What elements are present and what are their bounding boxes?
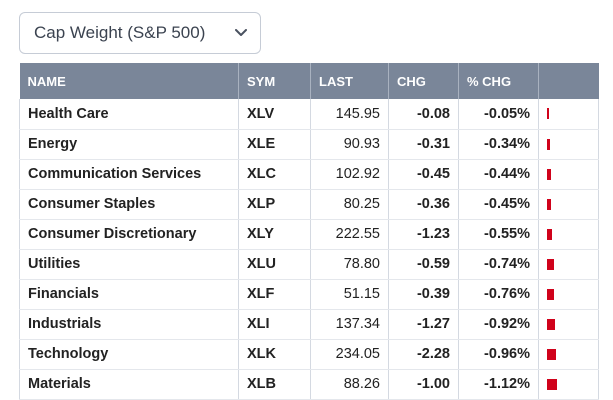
change-bar-cell xyxy=(538,339,599,370)
change-bar-cell xyxy=(538,159,599,190)
table-row[interactable]: Technology XLK 234.05 -2.28 -0.96% xyxy=(19,339,599,370)
change-bar xyxy=(547,258,554,270)
change-bar-cell xyxy=(538,129,599,160)
table-row[interactable]: Energy XLE 90.93 -0.31 -0.34% xyxy=(19,129,599,160)
table-row[interactable]: Financials XLF 51.15 -0.39 -0.76% xyxy=(19,279,599,310)
change-bar xyxy=(547,108,549,120)
sector-symbol: XLE xyxy=(238,129,311,160)
percent-change: -0.76% xyxy=(458,279,539,310)
change-bar-cell xyxy=(538,99,599,130)
change-value: -1.23 xyxy=(388,219,459,250)
last-price: 80.25 xyxy=(310,189,389,220)
table-header-row: NAME SYM LAST CHG % CHG xyxy=(19,63,599,99)
change-value: -0.45 xyxy=(388,159,459,190)
last-price: 90.93 xyxy=(310,129,389,160)
last-price: 145.95 xyxy=(310,99,389,130)
sector-name[interactable]: Consumer Discretionary xyxy=(19,219,239,250)
percent-change: -0.55% xyxy=(458,219,539,250)
table-row[interactable]: Consumer Staples XLP 80.25 -0.36 -0.45% xyxy=(19,189,599,220)
sector-symbol: XLC xyxy=(238,159,311,190)
change-value: -0.08 xyxy=(388,99,459,130)
dropdown-selected-label: Cap Weight (S&P 500) xyxy=(34,23,206,42)
sector-symbol: XLK xyxy=(238,339,311,370)
table-row[interactable]: Utilities XLU 78.80 -0.59 -0.74% xyxy=(19,249,599,280)
change-bar xyxy=(547,288,554,300)
change-value: -0.39 xyxy=(388,279,459,310)
table-row[interactable]: Health Care XLV 145.95 -0.08 -0.05% xyxy=(19,99,599,130)
change-bar xyxy=(547,168,551,180)
percent-change: -1.12% xyxy=(458,369,539,400)
header-name[interactable]: NAME xyxy=(19,63,239,99)
sector-symbol: XLB xyxy=(238,369,311,400)
change-value: -0.31 xyxy=(388,129,459,160)
sector-name[interactable]: Technology xyxy=(19,339,239,370)
percent-change: -0.45% xyxy=(458,189,539,220)
change-bar xyxy=(547,138,550,150)
sector-symbol: XLY xyxy=(238,219,311,250)
sector-name[interactable]: Communication Services xyxy=(19,159,239,190)
last-price: 234.05 xyxy=(310,339,389,370)
percent-change: -0.05% xyxy=(458,99,539,130)
change-bar xyxy=(547,378,557,390)
sector-symbol: XLU xyxy=(238,249,311,280)
sector-name[interactable]: Health Care xyxy=(19,99,239,130)
header-chg[interactable]: CHG xyxy=(388,63,459,99)
change-bar xyxy=(547,228,552,240)
change-bar-cell xyxy=(538,189,599,220)
sector-name[interactable]: Energy xyxy=(19,129,239,160)
change-bar-cell xyxy=(538,219,599,250)
last-price: 88.26 xyxy=(310,369,389,400)
change-bar-cell xyxy=(538,369,599,400)
sector-name[interactable]: Materials xyxy=(19,369,239,400)
header-sym[interactable]: SYM xyxy=(238,63,311,99)
change-bar xyxy=(547,198,551,210)
change-bar-cell xyxy=(538,249,599,280)
table-row[interactable]: Communication Services XLC 102.92 -0.45 -0.4… xyxy=(19,159,599,190)
percent-change: -0.74% xyxy=(458,249,539,280)
chevron-down-icon xyxy=(234,26,248,40)
percent-change: -0.44% xyxy=(458,159,539,190)
table-row[interactable]: Materials XLB 88.26 -1.00 -1.12% xyxy=(19,369,599,400)
sector-name[interactable]: Utilities xyxy=(19,249,239,280)
sector-name[interactable]: Financials xyxy=(19,279,239,310)
header-last[interactable]: LAST xyxy=(310,63,389,99)
last-price: 222.55 xyxy=(310,219,389,250)
sector-symbol: XLI xyxy=(238,309,311,340)
sector-symbol: XLF xyxy=(238,279,311,310)
change-bar xyxy=(547,348,556,360)
percent-change: -0.92% xyxy=(458,309,539,340)
change-bar xyxy=(547,318,555,330)
change-bar-cell xyxy=(538,279,599,310)
last-price: 51.15 xyxy=(310,279,389,310)
last-price: 78.80 xyxy=(310,249,389,280)
table-row[interactable]: Industrials XLI 137.34 -1.27 -0.92% xyxy=(19,309,599,340)
sector-symbol: XLV xyxy=(238,99,311,130)
percent-change: -0.34% xyxy=(458,129,539,160)
percent-change: -0.96% xyxy=(458,339,539,370)
header-pct-chg[interactable]: % CHG xyxy=(458,63,539,99)
change-value: -1.00 xyxy=(388,369,459,400)
last-price: 102.92 xyxy=(310,159,389,190)
weighting-dropdown[interactable]: Cap Weight (S&P 500) xyxy=(19,12,261,54)
change-value: -0.36 xyxy=(388,189,459,220)
sector-symbol: XLP xyxy=(238,189,311,220)
table-row[interactable]: Consumer Discretionary XLY 222.55 -1.23 -0.5… xyxy=(19,219,599,250)
change-value: -1.27 xyxy=(388,309,459,340)
change-value: -0.59 xyxy=(388,249,459,280)
header-bar xyxy=(538,63,599,99)
change-value: -2.28 xyxy=(388,339,459,370)
sector-table: NAME SYM LAST CHG % CHG Health Care XLV 14… xyxy=(19,63,599,400)
change-bar-cell xyxy=(538,309,599,340)
sector-name[interactable]: Consumer Staples xyxy=(19,189,239,220)
sector-name[interactable]: Industrials xyxy=(19,309,239,340)
last-price: 137.34 xyxy=(310,309,389,340)
